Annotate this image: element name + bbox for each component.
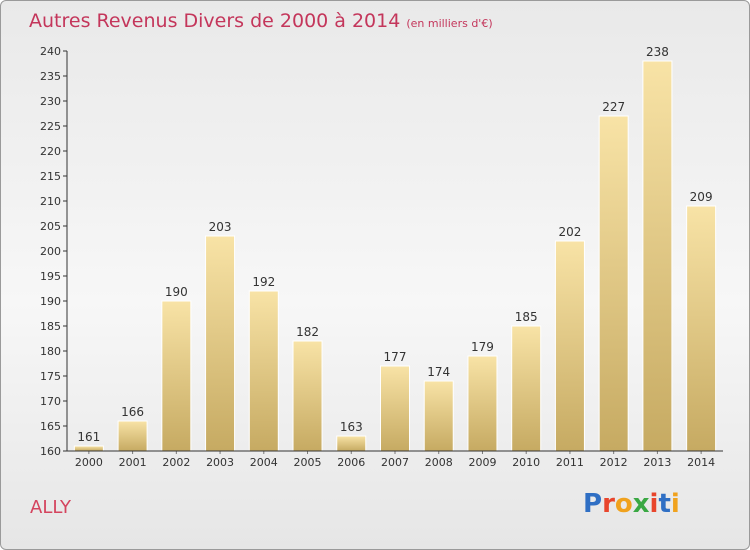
y-tick-label-240: 240	[40, 45, 61, 58]
bar-2005	[292, 340, 323, 452]
data-label-2014: 209	[690, 190, 713, 204]
data-label-2006: 163	[340, 420, 363, 434]
logo-letter: i	[670, 489, 680, 519]
bar-2003	[205, 235, 236, 452]
x-tick-label-2009: 2009	[468, 456, 496, 469]
y-tick-label-160: 160	[40, 445, 61, 458]
bar-2013	[642, 60, 673, 452]
x-tick-label-2003: 2003	[206, 456, 234, 469]
data-label-2000: 161	[77, 430, 100, 444]
bar-2007	[380, 365, 410, 452]
data-label-2011: 202	[558, 225, 581, 239]
commune-name: ALLY	[30, 497, 71, 518]
data-label-2001: 166	[121, 405, 144, 419]
x-tick-label-2013: 2013	[643, 456, 671, 469]
data-label-2003: 203	[209, 220, 232, 234]
y-tick-label-185: 185	[40, 320, 61, 333]
y-tick-label-205: 205	[40, 220, 61, 233]
data-label-2005: 182	[296, 325, 319, 339]
y-tick-label-220: 220	[40, 145, 61, 158]
bar-2002	[161, 300, 192, 452]
logo-letter: t	[658, 489, 671, 519]
data-label-2002: 190	[165, 285, 188, 299]
y-tick-label-190: 190	[40, 295, 61, 308]
x-tick-label-2010: 2010	[512, 456, 540, 469]
data-label-2004: 192	[252, 275, 275, 289]
y-tick-label-215: 215	[40, 170, 61, 183]
logo-letter: o	[614, 489, 633, 519]
axis-layer: 2000 2001 2002 2003 2004 2005 2006 2007 2008 2009…	[40, 45, 723, 469]
y-tick-label-180: 180	[40, 345, 61, 358]
bar-2004	[248, 290, 279, 452]
logo-letter: x	[632, 489, 650, 519]
x-tick-label-2000: 2000	[75, 456, 103, 469]
y-tick-label-235: 235	[40, 70, 61, 83]
x-tick-label-2008: 2008	[425, 456, 453, 469]
bar-2009	[467, 355, 498, 452]
logo-letter: r	[602, 489, 615, 519]
bar-2008	[423, 380, 454, 452]
bar-2006	[336, 435, 367, 452]
logo-letter: P	[583, 489, 603, 519]
data-label-2007: 177	[384, 350, 407, 364]
bar-2011	[554, 240, 585, 452]
x-tick-label-2001: 2001	[119, 456, 147, 469]
bar-2001	[117, 420, 148, 452]
x-tick-label-2012: 2012	[600, 456, 628, 469]
y-tick-label-200: 200	[40, 245, 61, 258]
x-tick-label-2005: 2005	[294, 456, 322, 469]
data-label-2008: 174	[427, 365, 450, 379]
bar-2000	[73, 445, 104, 452]
y-tick-label-175: 175	[40, 370, 61, 383]
title-text: Autres Revenus Divers de 2000 à 2014	[29, 10, 401, 32]
y-tick-label-210: 210	[40, 195, 61, 208]
y-tick-label-165: 165	[40, 420, 61, 433]
y-tick-label-230: 230	[40, 95, 61, 108]
title-unit: (en milliers d'€)	[406, 17, 493, 30]
proxiti-logo: Proxiti	[583, 489, 680, 519]
bar-2012	[598, 115, 629, 452]
data-label-2010: 185	[515, 310, 538, 324]
x-tick-label-2011: 2011	[556, 456, 584, 469]
y-tick-label-225: 225	[40, 120, 61, 133]
logo-letter: i	[649, 489, 659, 519]
x-tick-label-2006: 2006	[337, 456, 365, 469]
x-tick-label-2002: 2002	[162, 456, 190, 469]
x-tick-label-2004: 2004	[250, 456, 278, 469]
data-label-2009: 179	[471, 340, 494, 354]
x-tick-label-2014: 2014	[687, 456, 715, 469]
data-label-2012: 227	[602, 100, 625, 114]
bar-2014	[686, 205, 717, 452]
bars-layer: 161 166 190 203 192 182 163 177 174 179 185 202 227 2…	[73, 45, 717, 452]
chart-title: Autres Revenus Divers de 2000 à 2014 (en …	[29, 10, 493, 32]
bar-2010	[511, 325, 542, 452]
y-tick-label-195: 195	[40, 270, 61, 283]
x-tick-label-2007: 2007	[381, 456, 409, 469]
data-label-2013: 238	[646, 45, 669, 59]
y-tick-label-170: 170	[40, 395, 61, 408]
